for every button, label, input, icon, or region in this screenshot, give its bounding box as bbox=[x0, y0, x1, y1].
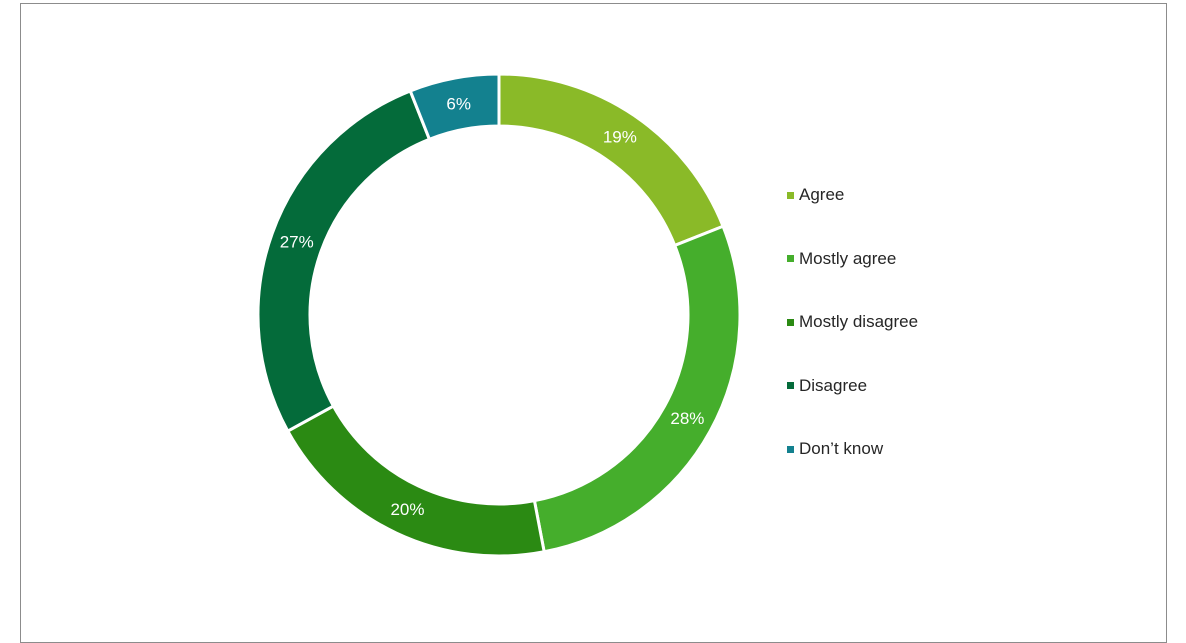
data-label: 28% bbox=[670, 409, 704, 428]
donut-slice-agree bbox=[497, 72, 726, 248]
legend-swatch-icon bbox=[787, 318, 794, 326]
data-label: 19% bbox=[603, 128, 637, 147]
legend-item: Mostly agree bbox=[787, 247, 918, 271]
data-label: 27% bbox=[280, 233, 314, 252]
donut-chart: 19% 28% 20% 27% 6% bbox=[256, 72, 742, 558]
legend-item: Don’t know bbox=[787, 437, 918, 461]
legend-swatch-icon bbox=[787, 191, 794, 199]
legend-label: Don’t know bbox=[799, 439, 884, 458]
legend-label: Agree bbox=[799, 185, 845, 204]
legend-item: Disagree bbox=[787, 374, 918, 398]
data-label: 6% bbox=[446, 94, 471, 113]
legend-label: Disagree bbox=[799, 375, 868, 395]
legend-label: Mostly disagree bbox=[799, 312, 919, 331]
legend-swatch-icon bbox=[787, 255, 794, 262]
donut-slice-mostly-agree bbox=[532, 224, 742, 554]
chart-legend: Agree Mostly agree Mostly disagree Disagree… bbox=[787, 183, 918, 501]
donut-slice-mostly-disagree bbox=[285, 404, 546, 558]
legend-swatch-icon bbox=[787, 445, 794, 453]
legend-item: Mostly disagree bbox=[787, 310, 918, 334]
legend-item: Agree bbox=[787, 183, 918, 207]
data-label: 20% bbox=[390, 500, 424, 519]
legend-label: Mostly agree bbox=[799, 248, 897, 268]
donut-slice-disagree bbox=[256, 88, 432, 434]
donut-slice-don-t-know bbox=[408, 72, 501, 142]
legend-swatch-icon bbox=[787, 382, 794, 389]
